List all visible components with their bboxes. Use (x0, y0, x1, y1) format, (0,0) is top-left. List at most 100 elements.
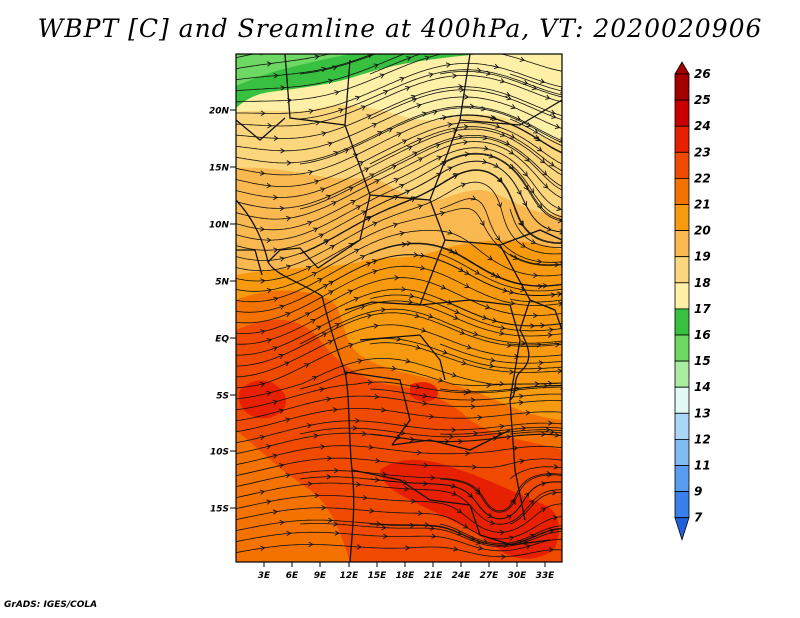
streamline-arrow (401, 286, 407, 292)
streamline (439, 70, 562, 98)
streamline-arrow (406, 56, 412, 62)
streamline-arrow (338, 108, 344, 114)
streamline-arrow (458, 84, 464, 90)
streamline-arrow (306, 265, 312, 271)
streamline-arrow (553, 464, 559, 470)
border-line (509, 329, 530, 401)
streamline-arrow (508, 289, 515, 295)
streamline-arrow (382, 533, 388, 539)
streamline (369, 160, 562, 233)
streamline-arrow (416, 137, 423, 143)
streamline-arrow (495, 273, 501, 279)
streamline (236, 96, 562, 152)
streamline (369, 126, 562, 172)
streamline (509, 163, 562, 218)
streamline-arrow (323, 240, 329, 246)
streamline-arrow (531, 85, 538, 91)
streamline (236, 54, 257, 58)
streamline-arrow (394, 275, 400, 281)
streamline-arrow (279, 304, 285, 310)
streamline-arrow (319, 386, 325, 393)
colorbar-label: 22 (694, 171, 711, 185)
streamline (236, 381, 562, 411)
streamline-arrow (358, 161, 364, 166)
streamline (236, 105, 562, 164)
latitude-axis: 20N 15N 10N 5N EQ 5S 10S 15S (209, 107, 236, 515)
streamline-arrow (488, 153, 494, 159)
streamline-arrow (437, 377, 444, 383)
streamline-arrow (429, 525, 435, 531)
lon-tick-label: 21E (424, 571, 444, 581)
streamline (236, 531, 562, 552)
streamline-arrow (328, 290, 334, 296)
colorbar-label: 18 (694, 276, 711, 290)
streamline-arrow (421, 327, 427, 333)
streamline-arrow (492, 435, 498, 442)
streamline-arrow (327, 141, 333, 147)
streamline-arrow (490, 271, 497, 277)
streamline-arrow (485, 304, 491, 310)
streamline-arrow (391, 365, 397, 372)
streamline (236, 265, 562, 324)
streamline (236, 338, 562, 389)
streamline-arrow (333, 521, 339, 527)
colorbar-label: 19 (694, 250, 711, 264)
streamline-arrow (547, 332, 553, 338)
border-line (509, 399, 526, 521)
streamline-arrow (462, 523, 469, 529)
streamline-arrow (440, 284, 446, 290)
streamline-arrow (536, 342, 542, 348)
streamline (236, 242, 562, 303)
streamline-arrow (554, 123, 561, 129)
streamline-arrow (442, 114, 448, 121)
streamline (509, 73, 562, 92)
streamline (299, 427, 562, 438)
streamline-arrow (382, 471, 388, 477)
streamline-arrow (489, 114, 496, 121)
streamline-arrow (439, 210, 446, 217)
streamline-arrow (508, 535, 515, 541)
streamline-arrow (545, 427, 551, 433)
streamline-arrow (525, 544, 531, 550)
colorbar-label: 24 (694, 119, 711, 133)
streamline (439, 523, 562, 544)
streamline-arrow (280, 148, 286, 154)
streamline (236, 153, 562, 241)
streamline-arrow (550, 109, 556, 115)
streamline-arrow (311, 376, 318, 381)
streamline-arrow (348, 342, 354, 348)
streamline-arrow (343, 148, 350, 154)
streamline-arrow (496, 202, 503, 208)
streamline-arrow (266, 237, 272, 243)
colorbar-label: 26 (694, 67, 711, 81)
lat-tick-label: 15S (210, 505, 229, 515)
streamline-arrow (310, 319, 316, 324)
streamline-arrow (518, 399, 524, 406)
streamline-arrow (470, 397, 476, 403)
colorbar-label: 14 (694, 380, 711, 394)
streamline-arrow (419, 252, 426, 258)
streamline-arrow (540, 507, 547, 513)
streamline-arrow (529, 499, 535, 506)
longitude-axis: 3E 6E 9E 12E 15E 18E 21E 24E 27E 30E 33E (258, 562, 555, 581)
streamline-arrow (509, 369, 515, 375)
streamline-arrow (304, 363, 310, 369)
colorbar-label: 15 (694, 354, 711, 368)
streamline (236, 230, 562, 292)
colorbar-swatch (674, 256, 690, 284)
streamline-arrow (463, 124, 469, 130)
streamline-arrow (311, 272, 317, 277)
streamline-arrow (409, 293, 415, 299)
streamline-arrow (533, 272, 539, 279)
streamline-arrow (538, 360, 544, 366)
streamline-arrow (495, 235, 501, 241)
streamline-arrow (372, 269, 378, 275)
streamline-arrow (372, 259, 378, 265)
streamline-arrow (278, 408, 285, 414)
streamline (369, 342, 562, 373)
streamline-arrow (334, 90, 340, 96)
streamline (236, 54, 406, 92)
streamline-arrow (307, 169, 314, 176)
streamline-arrow (304, 312, 311, 318)
streamline (236, 122, 562, 187)
